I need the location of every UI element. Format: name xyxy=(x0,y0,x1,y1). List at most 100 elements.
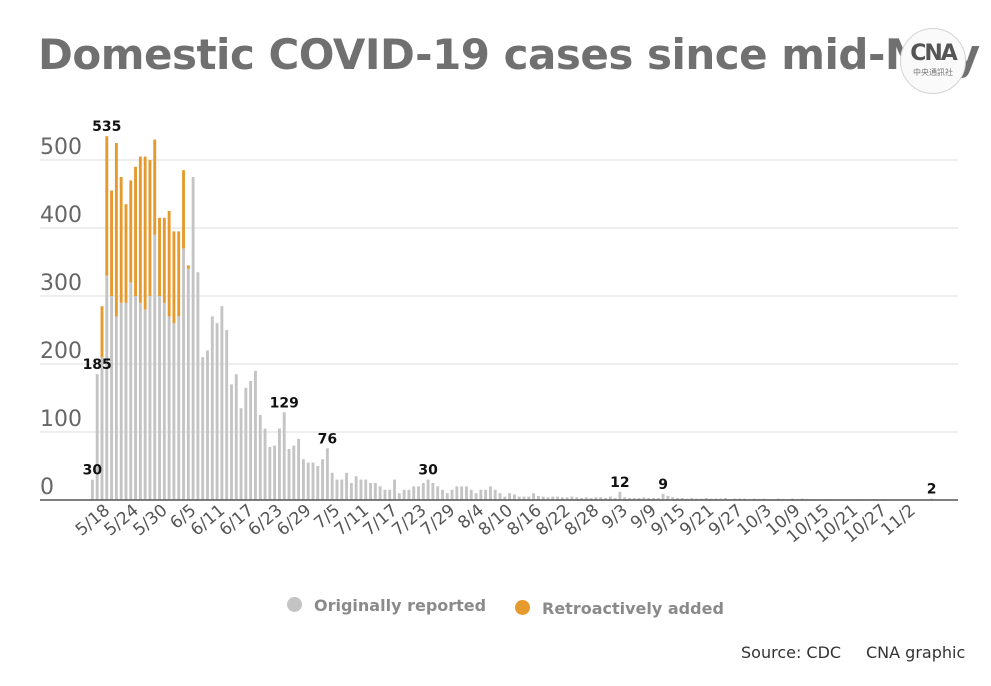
bar-originally-reported xyxy=(690,497,694,500)
bar-originally-reported xyxy=(613,497,617,500)
bar-originally-reported xyxy=(378,486,382,500)
data-label: 30 xyxy=(418,463,438,479)
bar-originally-reported xyxy=(632,497,636,500)
bar-originally-reported xyxy=(162,302,166,500)
bar-retroactively-added xyxy=(124,204,128,303)
legend-item-retroactively-added: Retroactively added xyxy=(515,599,724,618)
bar-originally-reported xyxy=(517,496,521,500)
bar-originally-reported xyxy=(676,497,679,500)
bar-originally-reported xyxy=(723,497,727,500)
bar-originally-reported xyxy=(186,268,190,500)
bar-originally-reported xyxy=(589,497,593,500)
bar-retroactively-added xyxy=(182,170,185,249)
bar-originally-reported xyxy=(498,493,502,500)
data-labels: 30185535129763012920 xyxy=(83,0,971,498)
bar-originally-reported xyxy=(479,489,483,500)
bar-originally-reported xyxy=(124,302,128,500)
bar-originally-reported xyxy=(167,316,171,500)
bar-originally-reported xyxy=(407,489,411,500)
bar-originally-reported xyxy=(508,493,512,500)
bar-originally-reported xyxy=(153,234,157,501)
bar-originally-reported xyxy=(402,489,406,500)
bar-originally-reported xyxy=(465,486,468,500)
bar-originally-reported xyxy=(234,374,238,500)
bar-originally-reported xyxy=(426,479,430,500)
bar-originally-reported xyxy=(565,497,569,500)
x-tick-label: 11/2 xyxy=(878,501,920,541)
data-label: 2 xyxy=(927,482,937,498)
bar-originally-reported xyxy=(210,316,214,500)
bar-originally-reported xyxy=(575,497,579,500)
data-label: 0 xyxy=(960,0,970,4)
bar-originally-reported xyxy=(215,323,219,500)
bar-originally-reported xyxy=(383,489,387,500)
bar-originally-reported xyxy=(441,489,444,500)
bar-originally-reported xyxy=(105,275,109,500)
x-axis: 5/185/245/306/56/116/176/236/297/57/117/… xyxy=(40,499,958,547)
bar-originally-reported xyxy=(349,483,353,500)
bar-originally-reported xyxy=(282,412,286,500)
bar-originally-reported xyxy=(570,496,574,500)
bar-originally-reported xyxy=(196,272,200,500)
bar-originally-reported xyxy=(325,448,329,500)
bar-originally-reported xyxy=(680,497,684,500)
bar-originally-reported xyxy=(364,479,368,500)
data-label: 535 xyxy=(92,119,121,135)
y-axis: 0 100 200 300 400 500 xyxy=(40,135,82,500)
bar-originally-reported xyxy=(532,493,536,500)
bar-originally-reported xyxy=(599,497,603,500)
legend-item-originally-reported: Originally reported xyxy=(287,596,486,615)
bar-originally-reported xyxy=(455,486,459,500)
bar-originally-reported xyxy=(244,387,248,500)
bar-originally-reported xyxy=(311,462,315,500)
bar-retroactively-added xyxy=(100,306,104,358)
bar-originally-reported xyxy=(522,496,526,500)
bar-originally-reported xyxy=(230,384,233,500)
bar-originally-reported xyxy=(273,445,277,500)
bar-originally-reported xyxy=(316,466,320,500)
bar-originally-reported xyxy=(608,496,612,500)
legend-label-originally-reported: Originally reported xyxy=(314,596,487,615)
bar-originally-reported xyxy=(258,415,262,500)
data-label: 30 xyxy=(83,463,103,479)
bar-originally-reported xyxy=(110,296,114,500)
bar-retroactively-added xyxy=(129,180,133,283)
bar-originally-reported xyxy=(330,472,334,500)
bar-originally-reported xyxy=(661,493,665,500)
bar-originally-reported xyxy=(450,489,454,500)
bar-originally-reported xyxy=(268,446,272,500)
data-label: 185 xyxy=(83,357,112,373)
bar-originally-reported xyxy=(556,496,560,500)
bar-originally-reported xyxy=(191,177,195,500)
bar-originally-reported xyxy=(177,316,181,500)
bar-originally-reported xyxy=(138,302,142,500)
bar-retroactively-added xyxy=(177,231,181,317)
legend-label-retroactively-added: Retroactively added xyxy=(542,599,724,618)
bar-originally-reported xyxy=(580,497,583,500)
bar-originally-reported xyxy=(397,493,401,500)
bar-originally-reported xyxy=(536,495,540,500)
bar-originally-reported xyxy=(373,483,377,500)
bar-originally-reported xyxy=(239,408,243,500)
x-tick-label: 8/28 xyxy=(561,501,603,541)
x-tick-label: 7/29 xyxy=(417,501,459,541)
bar-originally-reported xyxy=(618,491,622,500)
y-tick-label: 0 xyxy=(40,475,54,500)
bar-retroactively-added xyxy=(148,160,152,296)
bar-retroactively-added xyxy=(138,156,142,303)
bar-originally-reported xyxy=(637,497,641,500)
bar-originally-reported xyxy=(297,438,301,500)
bar-originally-reported xyxy=(623,497,627,500)
bar-originally-reported xyxy=(704,497,708,500)
bar-originally-reported xyxy=(628,497,631,500)
bar-originally-reported xyxy=(172,323,176,500)
bar-originally-reported xyxy=(594,497,598,500)
bar-originally-reported xyxy=(321,459,325,500)
cna-logo: CNA 中央通訊社 xyxy=(900,28,966,94)
y-tick-label: 300 xyxy=(40,271,82,296)
bar-originally-reported xyxy=(388,489,392,500)
bar-retroactively-added xyxy=(143,156,147,310)
bar-originally-reported xyxy=(100,357,104,500)
bar-originally-reported xyxy=(604,497,607,500)
